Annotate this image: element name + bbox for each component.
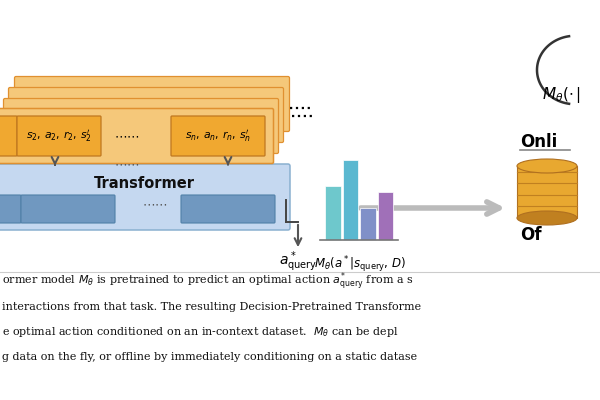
Bar — [517, 166, 577, 218]
Text: $s_2,\, a_2,\, r_2,\, s_2^\prime$: $s_2,\, a_2,\, r_2,\, s_2^\prime$ — [26, 128, 92, 144]
FancyBboxPatch shape — [0, 164, 290, 230]
Text: Transformer: Transformer — [94, 176, 194, 190]
Text: $a^*_{\mathrm{query}}$: $a^*_{\mathrm{query}}$ — [279, 250, 317, 274]
Text: Onli: Onli — [520, 133, 557, 151]
Text: $M_\theta(\cdot\,|$: $M_\theta(\cdot\,|$ — [542, 85, 581, 105]
Ellipse shape — [517, 159, 577, 173]
Text: ormer model $M_\theta$ is pretrained to predict an optimal action $a^{*}_{\mathr: ormer model $M_\theta$ is pretrained to … — [2, 271, 413, 293]
Bar — [377, 192, 393, 240]
FancyBboxPatch shape — [14, 76, 290, 132]
FancyBboxPatch shape — [4, 98, 278, 154]
Text: $s_n,\, a_n,\, r_n,\, s_n^\prime$: $s_n,\, a_n,\, r_n,\, s_n^\prime$ — [185, 128, 251, 144]
FancyBboxPatch shape — [181, 195, 275, 223]
Bar — [360, 208, 376, 240]
FancyBboxPatch shape — [8, 88, 284, 142]
Text: $\cdots\cdots$: $\cdots\cdots$ — [114, 158, 140, 170]
Text: Of: Of — [520, 226, 542, 244]
Text: interactions from that task. The resulting Decision-Pretrained Transforme: interactions from that task. The resulti… — [2, 302, 421, 312]
Bar — [325, 186, 341, 240]
Text: g data on the fly, or offline by immediately conditioning on a static datase: g data on the fly, or offline by immedia… — [2, 352, 417, 362]
Bar — [343, 160, 358, 240]
Ellipse shape — [517, 211, 577, 225]
FancyBboxPatch shape — [17, 116, 101, 156]
FancyBboxPatch shape — [0, 195, 21, 223]
FancyBboxPatch shape — [171, 116, 265, 156]
FancyBboxPatch shape — [0, 116, 17, 156]
Text: $\cdots\cdots$: $\cdots\cdots$ — [142, 198, 168, 210]
FancyBboxPatch shape — [0, 108, 274, 164]
Text: $\cdots\cdots$: $\cdots\cdots$ — [114, 129, 140, 142]
Text: e optimal action conditioned on an in-context dataset.  $M_\theta$ can be depl: e optimal action conditioned on an in-co… — [2, 325, 398, 339]
Text: $M_\theta(a^*|s_{\mathrm{query}},\,D)$: $M_\theta(a^*|s_{\mathrm{query}},\,D)$ — [314, 254, 406, 274]
FancyBboxPatch shape — [21, 195, 115, 223]
